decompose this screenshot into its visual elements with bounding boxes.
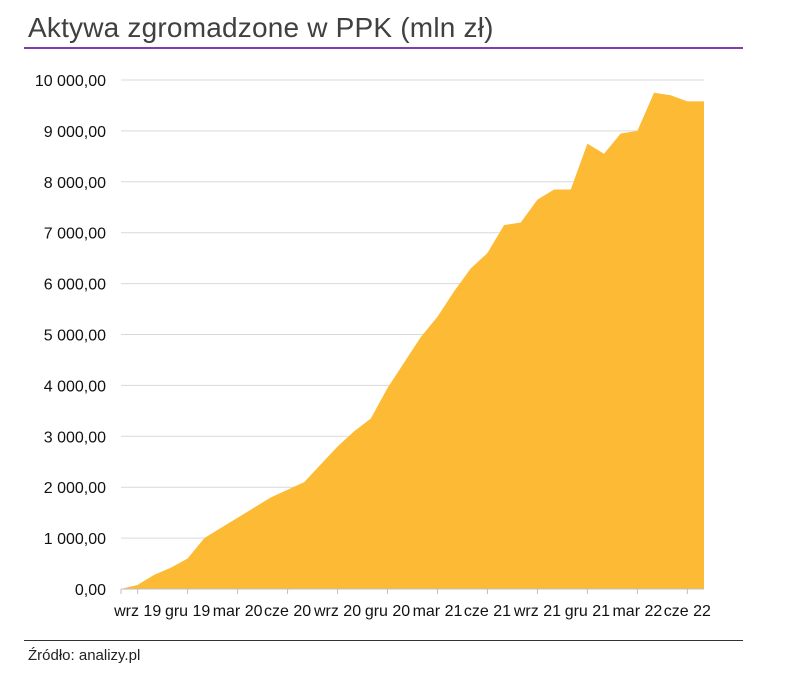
y-tick-label: 9 000,00 <box>44 124 106 141</box>
x-tick-label: mar 21 <box>413 603 463 620</box>
source-note: Źródło: analizy.pl <box>28 647 141 664</box>
y-tick-label: 10 000,00 <box>35 73 106 90</box>
x-tick-label: wrz 20 <box>313 603 361 620</box>
x-axis <box>120 588 704 594</box>
area-series <box>121 92 704 589</box>
x-tick-label: cze 21 <box>464 603 511 620</box>
y-tick-label: 1 000,00 <box>44 531 106 548</box>
y-tick-label: 2 000,00 <box>44 480 106 497</box>
y-tick-label: 3 000,00 <box>44 429 106 446</box>
x-tick-label: wrz 21 <box>513 603 561 620</box>
x-tick-label: mar 22 <box>612 603 662 620</box>
y-tick-label: 8 000,00 <box>44 175 106 192</box>
y-tick-label: 4 000,00 <box>44 378 106 395</box>
x-tick-label: mar 20 <box>213 603 263 620</box>
title-underline <box>24 47 743 49</box>
chart-title: Aktywa zgromadzone w PPK (mln zł) <box>28 12 494 43</box>
source-divider <box>24 640 743 641</box>
y-tick-label: 0,00 <box>75 582 106 599</box>
x-tick-labels: wrz 19 gru 19 mar 20 cze 20 wrz 20 gru 20 mar … <box>113 603 711 620</box>
x-tick-label: wrz 19 <box>113 603 161 620</box>
x-tick-label: gru 20 <box>365 603 410 620</box>
y-tick-label: 6 000,00 <box>44 277 106 294</box>
x-tick-label: gru 19 <box>165 603 210 620</box>
area-fill <box>121 92 704 589</box>
y-tick-label: 7 000,00 <box>44 226 106 243</box>
y-tick-labels: 0,00 1 000,00 2 000,00 3 000,00 4 000,00 5 00… <box>35 73 106 599</box>
x-tick-label: cze 20 <box>264 603 311 620</box>
x-tick-label: gru 21 <box>565 603 610 620</box>
y-tick-label: 5 000,00 <box>44 328 106 345</box>
x-tick-label: cze 22 <box>664 603 711 620</box>
